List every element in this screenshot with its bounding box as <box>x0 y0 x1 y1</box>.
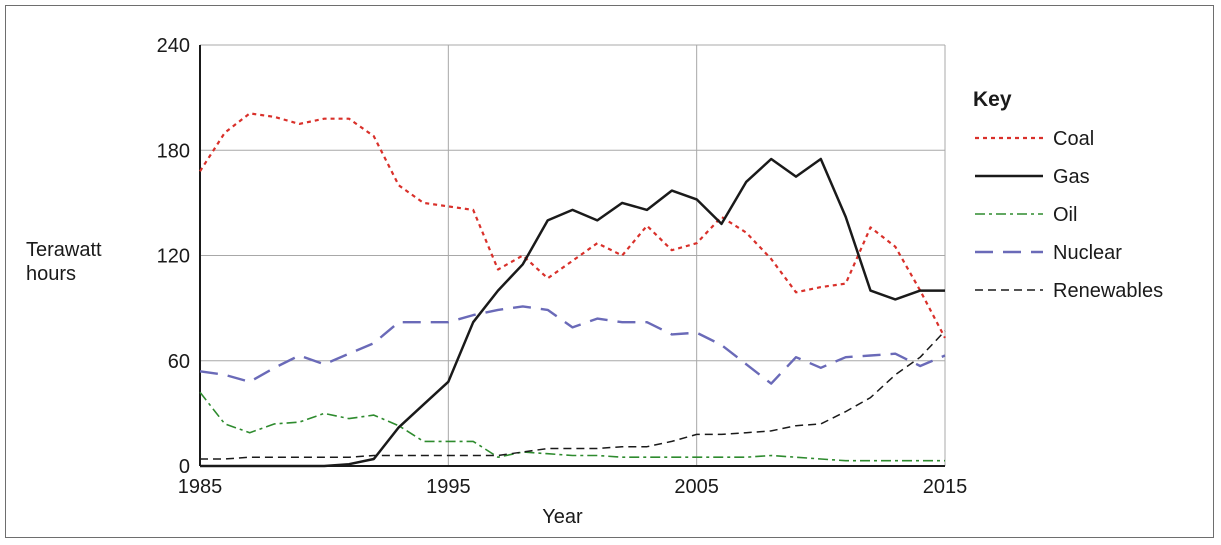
x-tick-label-2005: 2005 <box>674 476 719 498</box>
y-axis-label-line-1: Terawatt <box>26 239 102 261</box>
legend-label-nuclear: Nuclear <box>1053 242 1122 264</box>
chart-frame <box>5 5 1214 538</box>
x-tick-label-1995: 1995 <box>426 476 471 498</box>
legend-label-coal: Coal <box>1053 128 1094 150</box>
x-axis-label: Year <box>542 506 583 528</box>
series-line-renewables <box>200 330 946 460</box>
x-tick-label-1985: 1985 <box>178 476 223 498</box>
y-tick-label-60: 60 <box>168 351 190 373</box>
y-tick-label-180: 180 <box>157 140 190 162</box>
x-tick-label-2015: 2015 <box>923 476 968 498</box>
y-axis-ticks: 0 60 120 180 240 <box>157 35 190 478</box>
y-tick-label-240: 240 <box>157 35 190 57</box>
y-tick-label-120: 120 <box>157 246 190 268</box>
y-tick-label-0: 0 <box>179 456 190 478</box>
series-line-oil <box>199 391 945 462</box>
series-lines <box>199 112 946 468</box>
legend-label-renewables: Renewables <box>1053 280 1163 302</box>
x-axis-ticks: 1985 1995 2005 2015 <box>178 476 968 498</box>
series-line-nuclear <box>199 305 946 385</box>
y-axis-label-line-2: hours <box>26 263 76 285</box>
series-line-gas <box>200 157 945 468</box>
series-line-coal <box>199 112 946 339</box>
grid-lines <box>199 44 946 467</box>
legend-label-oil: Oil <box>1053 204 1077 226</box>
legend-label-gas: Gas <box>1053 166 1090 188</box>
legend-title: Key <box>973 88 1012 111</box>
legend: Key Coal Gas Oil Nuclear Renewables <box>973 88 1163 302</box>
